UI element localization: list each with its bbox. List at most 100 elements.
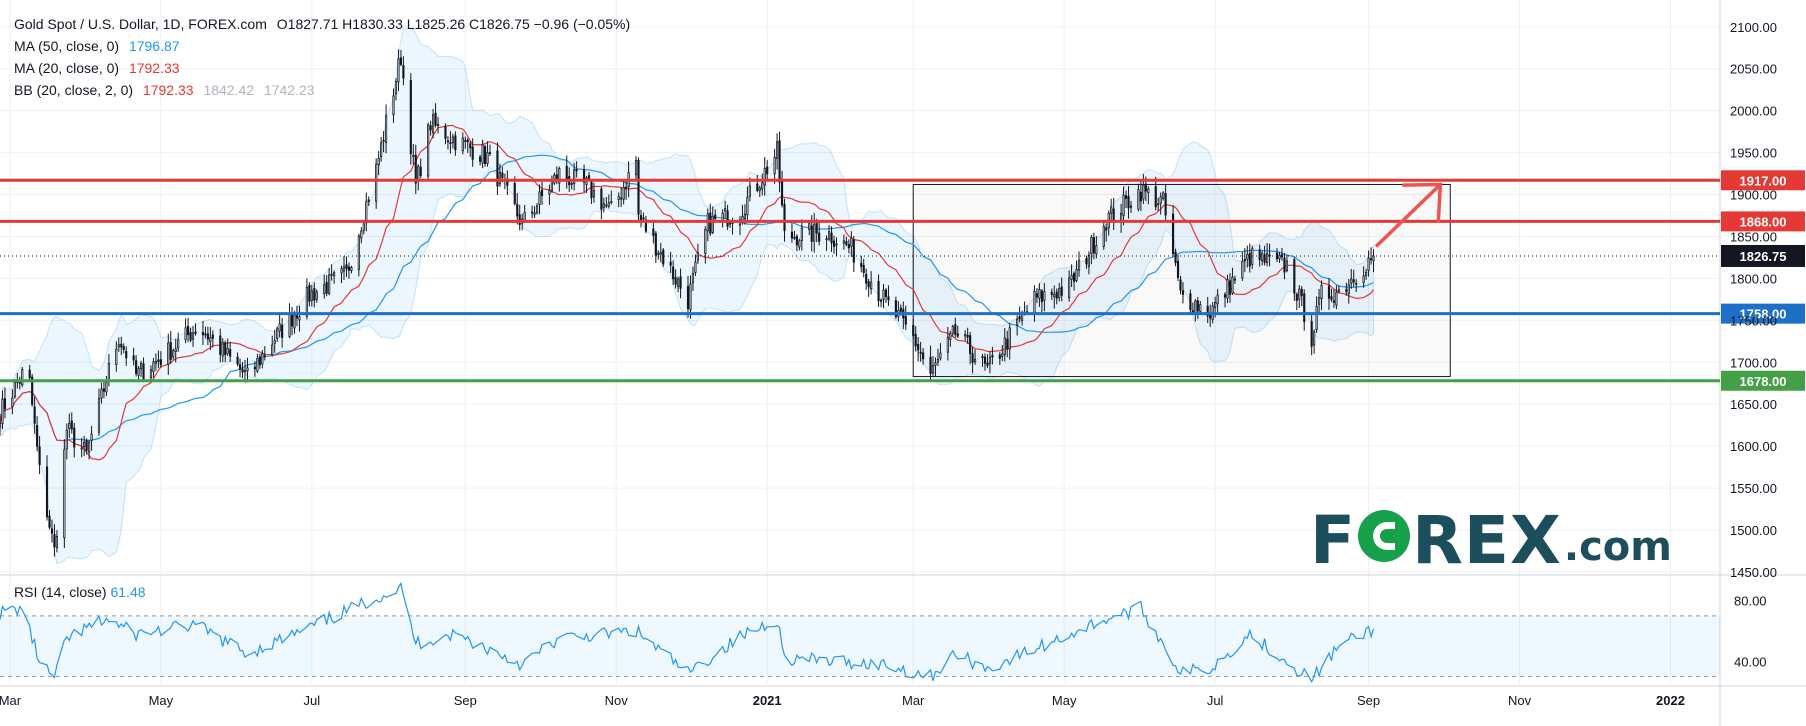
candle xyxy=(31,376,34,405)
candle xyxy=(1124,195,1128,199)
time-tick-label: 2022 xyxy=(1656,693,1685,708)
candle xyxy=(1345,289,1348,292)
level-badge xyxy=(1721,370,1805,391)
candle xyxy=(392,95,395,116)
candle xyxy=(981,356,984,358)
candle xyxy=(466,139,469,143)
candle xyxy=(1327,285,1331,299)
time-tick-label: Sep xyxy=(454,693,477,708)
candle xyxy=(887,296,890,301)
ma50-line xyxy=(0,154,1374,442)
candle xyxy=(323,284,326,294)
candle xyxy=(117,344,120,348)
candle xyxy=(1258,249,1261,261)
candle xyxy=(513,183,516,205)
candle xyxy=(602,203,605,208)
candle xyxy=(204,333,207,336)
logo-coin-icon xyxy=(1358,510,1411,562)
candle xyxy=(102,388,106,392)
candle xyxy=(451,136,454,144)
candle xyxy=(1137,189,1140,210)
candle xyxy=(278,323,281,332)
bb-legend[interactable]: BB (20, close, 2, 0) 1792.33 1842.42 174… xyxy=(14,81,321,99)
candle xyxy=(642,217,645,220)
candle xyxy=(432,114,435,133)
candle xyxy=(1223,294,1227,298)
candle xyxy=(88,441,91,453)
candle xyxy=(243,370,247,373)
candle xyxy=(1310,321,1313,347)
candle xyxy=(709,212,712,234)
candle xyxy=(1077,260,1081,271)
candle xyxy=(847,244,850,249)
candle xyxy=(377,157,380,165)
candle xyxy=(1008,327,1011,350)
candle xyxy=(825,238,828,241)
candle xyxy=(1164,193,1167,216)
candle xyxy=(659,251,662,255)
candle xyxy=(1139,191,1142,202)
candle xyxy=(691,273,695,284)
candle xyxy=(258,356,261,366)
candle xyxy=(783,204,786,231)
candle xyxy=(471,146,474,160)
projection-arrowhead xyxy=(1402,182,1443,223)
candle xyxy=(582,169,586,183)
candle xyxy=(1058,288,1061,299)
candle xyxy=(1194,300,1197,315)
rsi-legend[interactable]: RSI (14, close) 61.48 xyxy=(14,584,146,600)
candle xyxy=(149,369,153,379)
candle xyxy=(550,180,553,192)
candle xyxy=(340,268,343,274)
candle xyxy=(261,353,264,365)
candle xyxy=(535,205,539,214)
candle xyxy=(137,367,140,376)
candle xyxy=(273,340,276,344)
candle xyxy=(1075,268,1078,281)
candle xyxy=(28,369,31,379)
candle xyxy=(969,335,972,354)
ma50-legend[interactable]: MA (50, close, 0) 1796.87 xyxy=(14,37,186,55)
candle xyxy=(1280,254,1284,258)
ma20-legend[interactable]: MA (20, close, 0) 1792.33 xyxy=(14,59,186,77)
candle xyxy=(605,204,608,207)
time-tick-label: Jul xyxy=(1207,693,1224,708)
candle xyxy=(488,152,492,155)
level-badge-label: 1917.00 xyxy=(1740,173,1787,188)
rsi-line xyxy=(0,581,1375,684)
bb-label: BB (20, close, 2, 0) xyxy=(14,82,134,98)
price-tick-label: 2100.00 xyxy=(1730,20,1777,35)
candle xyxy=(1199,304,1202,312)
candle xyxy=(1206,305,1209,317)
candle xyxy=(704,228,707,254)
candle xyxy=(333,272,336,277)
candle xyxy=(1233,278,1237,281)
candle xyxy=(672,266,675,280)
candle xyxy=(189,332,192,341)
candle xyxy=(1278,254,1281,260)
candle xyxy=(328,274,331,294)
candle xyxy=(226,348,229,354)
candle xyxy=(1300,288,1303,296)
rsi-label: RSI (14, close) xyxy=(14,584,107,600)
candle xyxy=(748,185,751,197)
candle xyxy=(1367,257,1370,272)
candle xyxy=(929,356,932,374)
level-badge-label: 1678.00 xyxy=(1740,374,1787,389)
ma50-value: 1796.87 xyxy=(128,38,180,54)
candle xyxy=(384,115,388,143)
last-price-badge xyxy=(1721,244,1805,267)
grid xyxy=(0,0,1720,684)
rsi-tick-label: 40.00 xyxy=(1734,654,1767,669)
candle xyxy=(879,299,883,302)
candle xyxy=(436,123,440,126)
candle xyxy=(90,433,93,441)
candle xyxy=(100,388,103,399)
bb-lower-value: 1742.23 xyxy=(263,82,315,98)
candle xyxy=(219,335,222,355)
candle xyxy=(669,261,672,266)
candle xyxy=(607,202,610,207)
ma20-value: 1792.33 xyxy=(128,60,180,76)
candle xyxy=(1263,254,1266,263)
